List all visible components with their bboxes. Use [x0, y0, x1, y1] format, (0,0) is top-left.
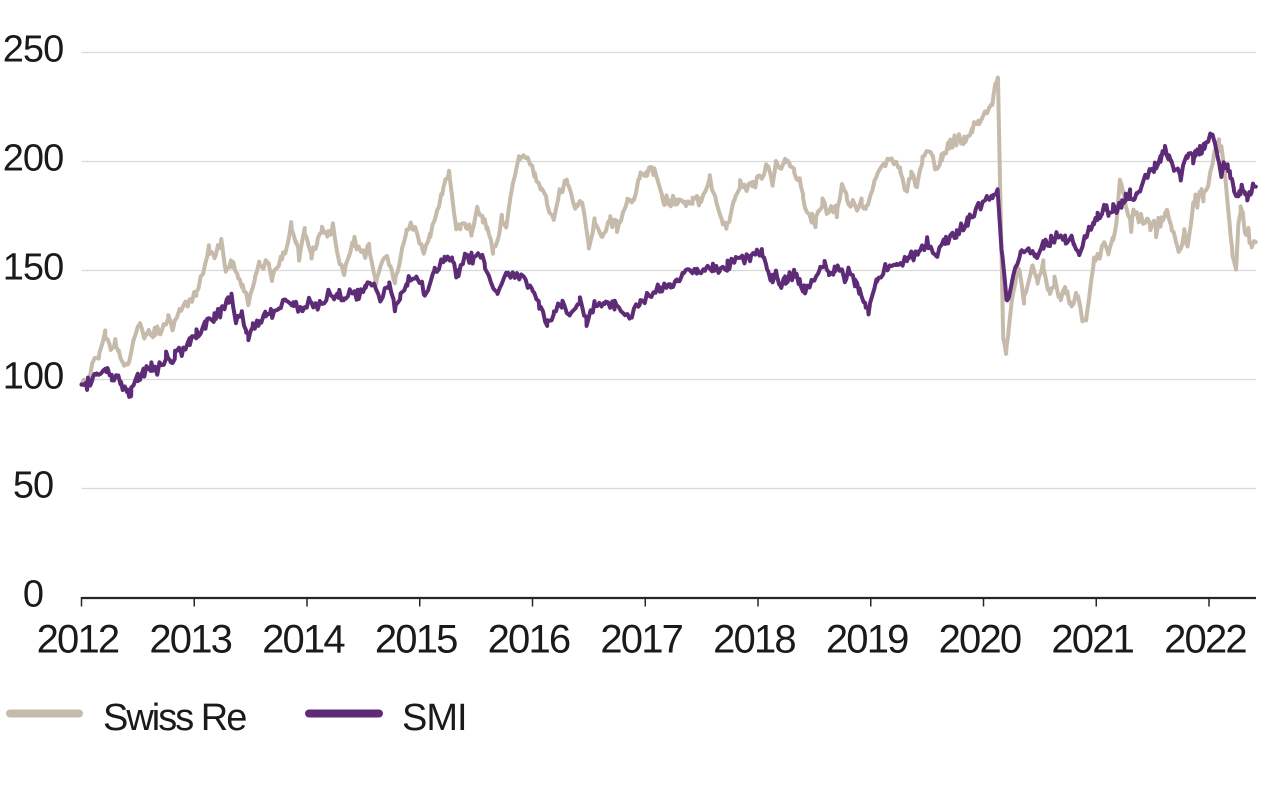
svg-text:2022: 2022: [1164, 618, 1246, 662]
svg-text:2020: 2020: [939, 618, 1021, 662]
svg-text:150: 150: [3, 247, 63, 289]
svg-text:2016: 2016: [488, 618, 570, 662]
svg-text:SMI: SMI: [402, 697, 467, 739]
svg-text:2021: 2021: [1051, 618, 1133, 662]
svg-text:2019: 2019: [826, 618, 908, 662]
svg-text:50: 50: [13, 465, 53, 507]
svg-text:2015: 2015: [375, 618, 457, 662]
svg-text:250: 250: [3, 29, 63, 71]
svg-text:2014: 2014: [262, 618, 345, 662]
svg-text:2018: 2018: [713, 618, 795, 662]
svg-text:2012: 2012: [37, 618, 119, 662]
svg-text:2013: 2013: [149, 618, 231, 662]
svg-text:200: 200: [3, 138, 63, 180]
svg-text:Swiss Re: Swiss Re: [103, 697, 246, 739]
svg-text:100: 100: [3, 356, 63, 398]
svg-text:0: 0: [23, 574, 43, 616]
svg-text:2017: 2017: [600, 618, 682, 662]
